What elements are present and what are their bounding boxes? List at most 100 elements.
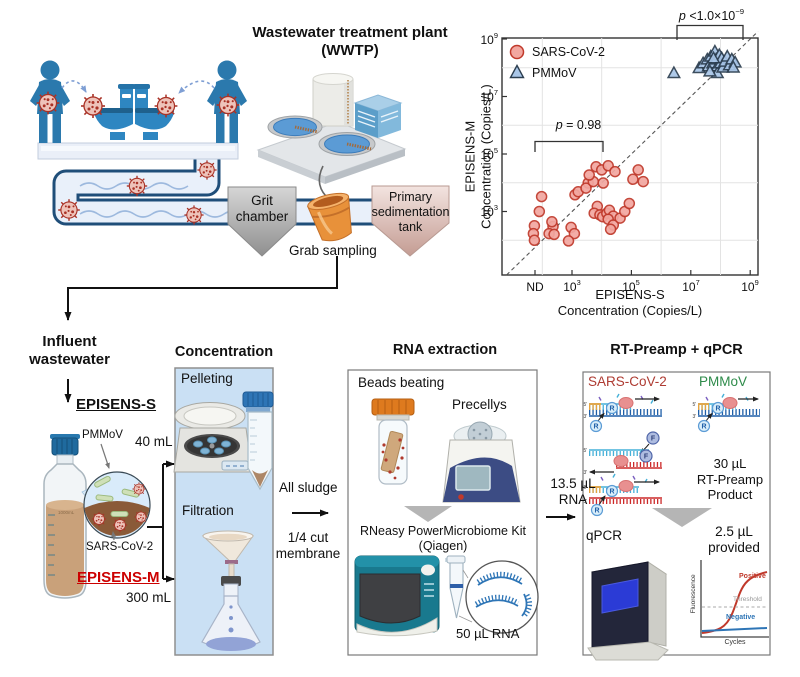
amplification-plot: [700, 560, 769, 638]
rt-diagram-sars-row3: R R 5' 3': [584, 473, 662, 517]
rt-preamp-title: RT-Preamp + qPCR: [610, 342, 743, 358]
ytick-1e5: 105: [480, 145, 499, 162]
scatter-points: [527, 44, 743, 247]
svg-text:R: R: [609, 406, 614, 413]
virus-icon: [153, 93, 179, 119]
virus-icon: [215, 92, 241, 118]
floor: [37, 142, 239, 160]
svg-text:3': 3': [584, 414, 588, 420]
influent-label: Influent wastewater: [29, 333, 110, 368]
svg-text:5': 5': [693, 402, 697, 408]
rna-magnifier-icon: [465, 560, 539, 634]
rt-diagram-sars-row1: R R 5' 3': [584, 393, 662, 433]
beads-tube-icon: [371, 398, 415, 485]
precellys-homogenizer-icon: [442, 421, 521, 503]
legend-label-pmmov: PMMoV: [532, 66, 577, 80]
falcon-tube-icon: [242, 391, 274, 491]
grit-chamber-shape: [227, 186, 297, 257]
rt-diagram-pmmov-row: R R 5' 3': [693, 393, 760, 433]
positive-label: Positive: [739, 573, 766, 580]
shedding-arrow: [61, 80, 87, 93]
legend-label-sars: SARS-CoV-2: [532, 45, 605, 59]
chart-xlabel: EPISENS-S Concentration (Copies/L): [557, 287, 703, 318]
svg-text:F: F: [644, 454, 649, 461]
grit-chamber-label: Grit chamber: [235, 193, 289, 225]
virus-icon: [126, 175, 148, 197]
primary-tank-shape: [371, 185, 450, 257]
grab-sampling-bucket: [307, 192, 352, 242]
virus-icon: [57, 198, 81, 222]
negative-label: Negative: [726, 614, 756, 621]
concentration-title: Concentration: [174, 344, 274, 360]
qpcr-instrument-icon: [587, 561, 669, 661]
xtick-1e5: 105: [622, 277, 640, 294]
grab-sampling-label: Grab sampling: [289, 243, 377, 258]
rt-pmmov-header: PMMoV: [699, 374, 748, 389]
rt-sars-header: SARS-CoV-2: [588, 374, 667, 389]
cycles-axis-label: Cycles: [724, 639, 746, 646]
primary-tank-label: Primary sedimentation tank: [371, 190, 450, 234]
flow-connectors: [64, 256, 576, 583]
filtration-label: Filtration: [182, 503, 234, 518]
xtick-nd: ND: [526, 280, 544, 294]
rna-135-label: 13.5 µL RNA: [550, 476, 596, 508]
pelleting-label: Pelleting: [181, 371, 233, 386]
ytick-1e7: 107: [480, 87, 499, 104]
virus-icon: [196, 159, 218, 181]
sars-inset-label: SARS-CoV-2: [86, 541, 154, 553]
svg-text:5': 5': [584, 448, 588, 454]
svg-text:3': 3': [584, 470, 588, 476]
sample-bottle: 1000mL: [43, 434, 87, 599]
ytick-1e9: 109: [480, 30, 499, 47]
rna-50-label: 50 µL RNA: [456, 626, 520, 641]
down-triangle-icon: [652, 508, 712, 527]
p-value-pmmov: p <1.0×10−9: [678, 6, 745, 24]
svg-text:R: R: [594, 508, 599, 515]
xtick-1e7: 107: [682, 277, 700, 294]
scatter-chart: [501, 24, 759, 276]
microtube-icon: [445, 555, 473, 623]
vol-40-label: 40 mL: [135, 434, 173, 449]
ytick-1e3: 103: [480, 202, 499, 219]
svg-text:R: R: [701, 424, 706, 431]
product-30-label: 30 µL RT-Preamp Product: [696, 456, 764, 503]
all-sludge-label: All sludge: [279, 480, 338, 495]
wwtp-title: Wastewater treatment plant (WWTP): [252, 24, 448, 59]
virus-icon: [35, 90, 61, 116]
pmmov-inset-label: PMMoV: [82, 429, 123, 441]
xtick-1e3: 103: [563, 277, 581, 294]
rneasy-instrument-icon: [354, 555, 440, 637]
filtration-icon: [201, 530, 261, 651]
episens-s-label: EPISENS-S: [76, 396, 157, 413]
rt-diagram-sars-row2: F F 5' 3': [584, 431, 662, 476]
down-triangle-icon: [404, 506, 452, 522]
axis-ticks: [502, 38, 751, 275]
fluorescence-axis-label: Fluorescence: [690, 574, 698, 614]
rneasy-label: RNeasy PowerMicrobiome Kit (Qiagen): [359, 524, 527, 553]
bracket-sars: [534, 140, 604, 152]
svg-text:5': 5': [584, 485, 588, 491]
xtick-1e9: 109: [741, 277, 759, 294]
provided-25-label: 2.5 µL provided: [708, 524, 760, 556]
beads-beating-label: Beads beating: [358, 375, 445, 390]
svg-text:F: F: [651, 436, 656, 443]
svg-text:R: R: [593, 424, 598, 431]
virus-icon: [183, 204, 205, 226]
toilet-icon: [94, 84, 135, 140]
legend-marker-pmmov: [509, 64, 525, 79]
vol-300-label: 300 mL: [126, 590, 172, 605]
qpcr-label: qPCR: [586, 528, 623, 543]
svg-text:R: R: [609, 489, 614, 496]
centrifuge-icon: [173, 402, 253, 473]
cut-membrane-label: 1/4 cut membrane: [275, 530, 341, 562]
bracket-pmmov: [676, 24, 744, 40]
threshold-label: Threshold: [733, 596, 762, 603]
rna-extraction-title: RNA extraction: [392, 342, 498, 358]
svg-text:3': 3': [693, 414, 697, 420]
virus-icon: [80, 93, 106, 119]
svg-text:R: R: [715, 406, 720, 413]
precellys-label: Precellys: [452, 397, 507, 412]
bottle-volume-label: 1000mL: [58, 510, 75, 515]
